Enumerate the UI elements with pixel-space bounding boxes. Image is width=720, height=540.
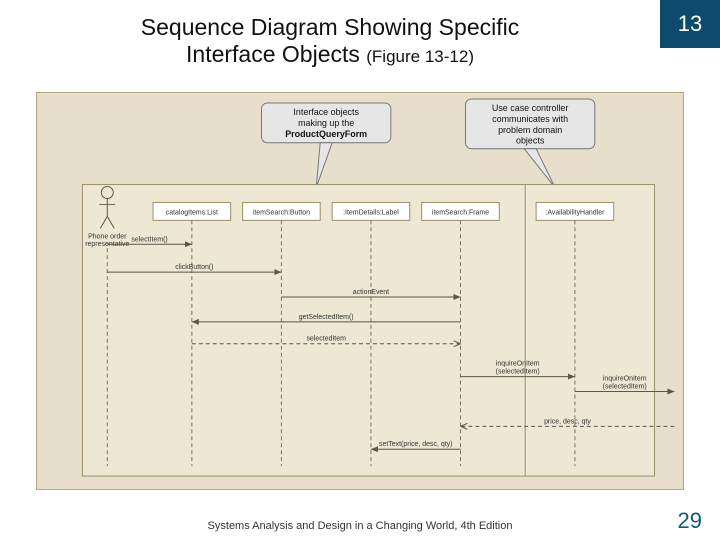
svg-text:itemSearch:Button: itemSearch:Button (253, 209, 310, 216)
svg-text:selectItem(): selectItem() (131, 236, 167, 243)
svg-text:problem domain: problem domain (498, 125, 562, 135)
svg-text:ProductQueryForm: ProductQueryForm (285, 129, 367, 139)
svg-text:itemSearch:Frame: itemSearch:Frame (432, 209, 489, 216)
svg-text:(selectedItem): (selectedItem) (603, 384, 647, 391)
svg-text:Use case controller: Use case controller (492, 103, 569, 113)
svg-text:inquireOnItem: inquireOnItem (496, 361, 540, 368)
svg-text:getSelectedItem(): getSelectedItem() (299, 314, 354, 321)
sequence-diagram: Interface objectsmaking up theProductQue… (36, 92, 684, 490)
svg-text:selectedItem: selectedItem (306, 336, 346, 343)
slide-title: Sequence Diagram Showing Specific Interf… (60, 14, 600, 68)
page-number: 29 (678, 508, 702, 534)
svg-text::AvailabilityHandler: :AvailabilityHandler (545, 209, 605, 216)
svg-text:communicates with: communicates with (492, 114, 568, 124)
svg-text:actionEvent: actionEvent (353, 289, 389, 296)
svg-text::ItemDetails:Label: :ItemDetails:Label (343, 209, 399, 216)
svg-text:price, desc, qty: price, desc, qty (544, 418, 591, 425)
title-paren: (Figure 13-12) (366, 47, 474, 66)
svg-text:catalogItems:List: catalogItems:List (166, 209, 218, 216)
svg-text:making up the: making up the (298, 118, 354, 128)
svg-text:Interface objects: Interface objects (293, 107, 359, 117)
svg-text:(selectedItem): (selectedItem) (496, 369, 540, 376)
svg-text:objects: objects (516, 136, 545, 146)
svg-text:clickButton(): clickButton() (175, 264, 213, 271)
title-line2: Interface Objects (186, 41, 360, 67)
svg-text:setText(price, desc, qty): setText(price, desc, qty) (379, 441, 452, 448)
chapter-badge: 13 (660, 0, 720, 48)
svg-text:Phone order: Phone order (88, 233, 127, 240)
title-line1: Sequence Diagram Showing Specific (141, 14, 519, 40)
sequence-diagram-svg: Interface objectsmaking up theProductQue… (37, 93, 683, 489)
svg-text:inquireOnItem: inquireOnItem (603, 376, 647, 383)
footer-text: Systems Analysis and Design in a Changin… (0, 520, 720, 532)
